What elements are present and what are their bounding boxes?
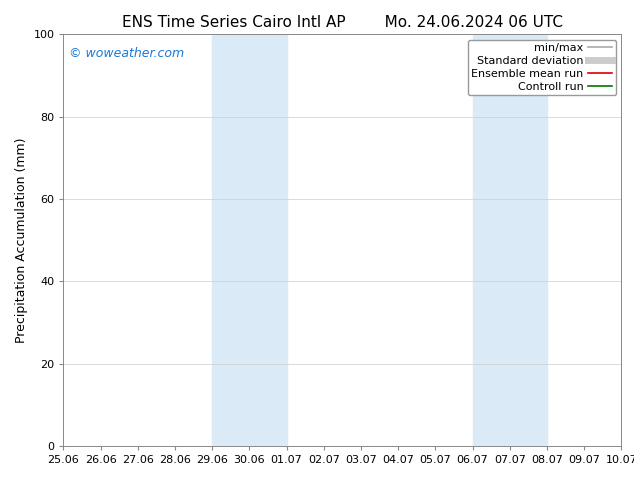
Legend: min/max, Standard deviation, Ensemble mean run, Controll run: min/max, Standard deviation, Ensemble me… <box>468 40 616 95</box>
Bar <box>472 34 547 446</box>
Y-axis label: Precipitation Accumulation (mm): Precipitation Accumulation (mm) <box>15 137 28 343</box>
Bar <box>212 34 287 446</box>
Text: © woweather.com: © woweather.com <box>69 47 184 60</box>
Title: ENS Time Series Cairo Intl AP        Mo. 24.06.2024 06 UTC: ENS Time Series Cairo Intl AP Mo. 24.06.… <box>122 15 563 30</box>
